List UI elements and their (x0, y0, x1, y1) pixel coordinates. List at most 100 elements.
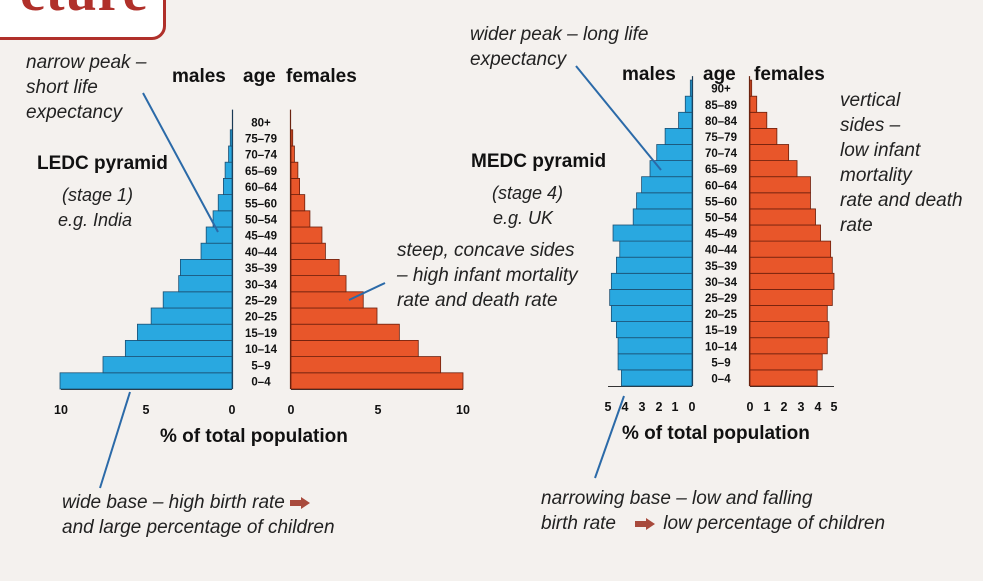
male-bar (617, 353, 693, 371)
annotation-text: wide base – high birth rate (62, 492, 285, 513)
annotation-line: mortality (840, 165, 912, 186)
male-bar (212, 210, 233, 228)
right-arrow-icon (290, 496, 311, 509)
ledc-stage: (stage 1) (62, 185, 134, 205)
x-tick-label: 5 (831, 400, 838, 414)
female-bar (749, 160, 798, 178)
age-tick-label: 20–25 (245, 312, 278, 324)
male-bar (641, 176, 693, 194)
annotation-line: rate (840, 215, 873, 236)
right-arrow-icon (635, 517, 656, 530)
age-tick-label: 25–29 (245, 296, 277, 308)
male-bar (205, 226, 233, 244)
age-tick-label: 65–69 (245, 166, 277, 178)
female-bar (749, 95, 758, 113)
x-tick-label: 1 (672, 400, 679, 414)
annotation-line: expectancy (470, 49, 567, 70)
male-bar (619, 240, 693, 258)
medc-header-males: males (622, 64, 676, 85)
female-bar (749, 288, 833, 306)
female-bar (749, 79, 753, 97)
age-tick-label: 0–4 (711, 374, 731, 386)
narrowing-base-annotation: narrowing base – low and falling birth r… (541, 486, 885, 536)
x-tick-label: 4 (622, 400, 629, 414)
female-bar (290, 161, 299, 179)
x-tick-label: 2 (781, 400, 788, 414)
female-bar (290, 258, 340, 276)
age-tick-label: 45–49 (245, 231, 277, 243)
male-bar (612, 224, 693, 242)
x-tick-label: 5 (375, 403, 382, 417)
male-bar (150, 307, 233, 325)
x-tick-label: 0 (229, 403, 236, 417)
ledc-example: e.g. India (58, 210, 133, 230)
female-bar (749, 256, 833, 274)
female-bar (290, 291, 364, 309)
age-tick-label: 60–64 (245, 182, 278, 194)
age-tick-label: 25–29 (705, 293, 737, 305)
ledc-title: LEDC pyramid (37, 153, 168, 174)
age-tick-label: 30–34 (705, 277, 738, 289)
annotation-line: steep, concave sides (397, 240, 575, 261)
male-bar (124, 339, 233, 357)
age-tick-label: 60–64 (705, 180, 738, 192)
female-bar (749, 111, 768, 129)
female-bar (290, 275, 347, 293)
age-tick-label: 45–49 (705, 229, 737, 241)
female-bar (290, 356, 442, 374)
male-bar (616, 321, 693, 339)
age-tick-label: 50–54 (705, 213, 738, 225)
medc-stage: (stage 4) (492, 183, 564, 203)
x-tick-label: 2 (656, 400, 663, 414)
annotation-line: vertical (840, 90, 901, 111)
female-bar (290, 177, 301, 195)
x-tick-label: 0 (288, 403, 295, 417)
section-banner (0, 0, 166, 40)
male-bar (678, 111, 693, 129)
ledc-header-age: age (243, 66, 276, 87)
vertical-sides-annotation: vertical sides – low infant mortality ra… (840, 88, 963, 238)
age-tick-label: 75–79 (705, 132, 737, 144)
annotation-pointer (99, 391, 131, 489)
female-bar (749, 176, 811, 194)
annotation-pointer (348, 282, 386, 301)
wider-peak-annotation: wider peak – long life expectancy (470, 22, 649, 72)
annotation-line: and large percentage of children (62, 517, 335, 538)
annotation-line: low infant (840, 140, 921, 161)
annotation-line: rate and death rate (397, 290, 558, 311)
annotation-line: rate and death (840, 190, 963, 211)
medc-title: MEDC pyramid (471, 151, 607, 172)
x-tick-label: 10 (54, 403, 68, 417)
male-bar (178, 275, 233, 293)
annotation-pointer (575, 65, 662, 171)
age-tick-label: 35–39 (245, 263, 277, 275)
female-bar (290, 372, 464, 390)
female-bar (749, 240, 832, 258)
male-bar (179, 258, 233, 276)
female-bar (290, 145, 295, 163)
male-bar (224, 161, 233, 179)
male-bar (632, 208, 693, 226)
age-tick-label: 55–60 (245, 198, 277, 210)
x-tick-label: 3 (798, 400, 805, 414)
steep-sides-annotation: steep, concave sides – high infant morta… (397, 238, 578, 313)
female-bar (290, 307, 378, 325)
age-tick-label: 5–9 (251, 360, 270, 372)
annotation-pointer (594, 395, 625, 479)
x-tick-label: 10 (456, 403, 470, 417)
x-tick-label: 0 (747, 400, 754, 414)
x-tick-label: 3 (639, 400, 646, 414)
male-bar (200, 242, 233, 260)
female-bar (749, 224, 821, 242)
age-tick-label: 40–44 (705, 245, 738, 257)
male-bar (610, 305, 693, 323)
annotation-text: low percentage of children (663, 513, 886, 534)
female-bar (749, 127, 778, 145)
annotation-line: birth rate low percentage of children (541, 511, 885, 536)
male-bar (616, 256, 693, 274)
age-tick-label: 75–79 (245, 134, 277, 146)
male-bar (664, 127, 693, 145)
age-tick-label: 85–89 (705, 100, 737, 112)
age-tick-label: 90+ (711, 84, 731, 96)
